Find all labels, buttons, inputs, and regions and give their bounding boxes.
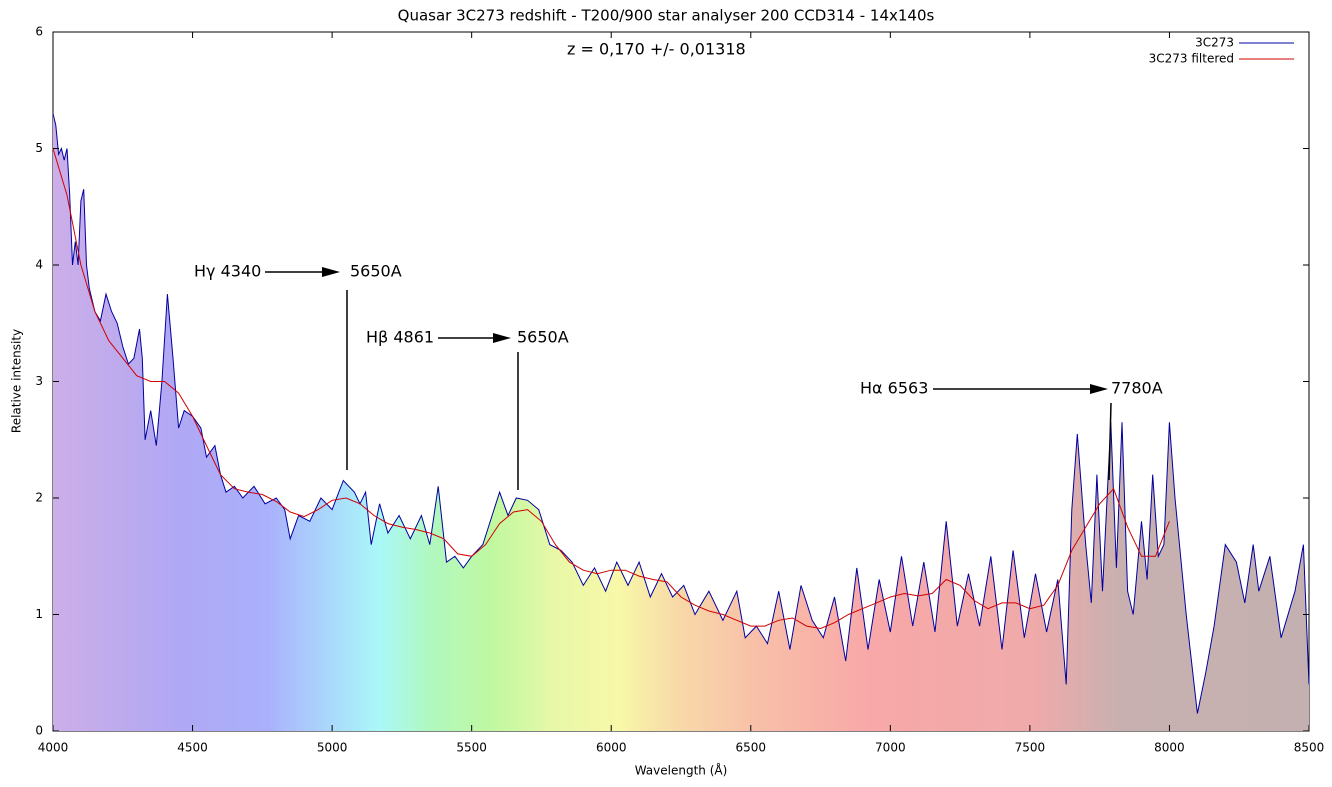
y-tick-label: 5: [35, 141, 43, 155]
annotation: 5650A: [350, 262, 402, 281]
x-tick-label: 7000: [875, 741, 906, 755]
x-tick-label: 4500: [177, 741, 208, 755]
annotation: 7780A: [1111, 379, 1163, 398]
annotation: z = 0,170 +/- 0,01318: [567, 40, 746, 59]
arrow-head: [493, 333, 511, 343]
y-tick-label: 1: [35, 607, 43, 621]
spectrum-area: [53, 113, 1309, 732]
x-tick-label: 5000: [317, 741, 348, 755]
y-axis-label: Relative intensity: [10, 329, 24, 433]
legend-label: 3C273 filtered: [1149, 52, 1234, 66]
annotation: Hγ 4340: [194, 262, 261, 281]
x-tick-label: 4000: [38, 741, 69, 755]
x-tick-label: 8500: [1294, 741, 1325, 755]
chart-title: Quasar 3C273 redshift - T200/900 star an…: [398, 7, 935, 25]
annotation: Hβ 4861: [366, 328, 434, 347]
y-tick-label: 6: [35, 25, 43, 39]
x-axis-label: Wavelength (Å): [635, 763, 728, 778]
annotation: Hα 6563: [860, 379, 928, 398]
annotation: 5650A: [517, 328, 569, 347]
x-tick-label: 6500: [736, 741, 767, 755]
y-tick-label: 2: [35, 491, 43, 505]
arrow-head: [1090, 384, 1108, 394]
marker-line: [1108, 402, 1112, 481]
x-tick-label: 7500: [1015, 741, 1046, 755]
y-tick-label: 4: [35, 258, 43, 272]
legend-label: 3C273: [1195, 36, 1234, 50]
y-tick-label: 0: [35, 724, 43, 738]
x-tick-label: 5500: [456, 741, 487, 755]
series-line: [52, 148, 1170, 630]
annotations: z = 0,170 +/- 0,01318 Hγ 4340 5650A Hβ 4…: [194, 40, 1163, 490]
arrow-head: [322, 267, 340, 277]
x-tick-label: 8000: [1154, 741, 1185, 755]
y-tick-label: 3: [35, 374, 43, 388]
x-tick-label: 6000: [596, 741, 627, 755]
